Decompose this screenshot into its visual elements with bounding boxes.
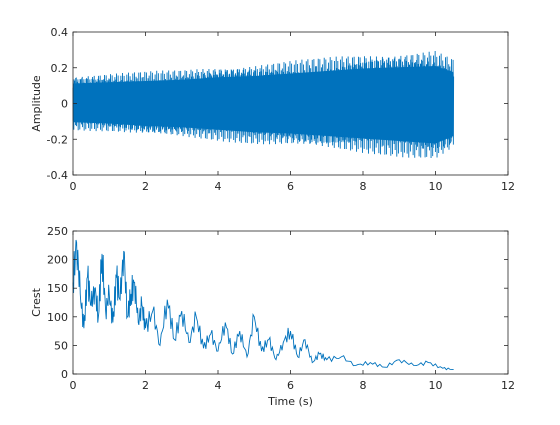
y-tick-label: 50	[54, 339, 68, 352]
y-tick-label: 0.2	[51, 62, 69, 75]
crest-line	[72, 239, 454, 371]
x-tick-label: 0	[70, 379, 77, 392]
amplitude-y-axis-label: Amplitude	[30, 75, 43, 132]
y-tick-label: -0.4	[47, 169, 68, 182]
crest-y-ticks: 0 50 100 150 200 250	[47, 225, 508, 381]
y-tick-label: 150	[47, 282, 68, 295]
x-tick-label: 12	[501, 180, 515, 193]
x-tick-label: 10	[429, 379, 443, 392]
crest-axes-box	[72, 230, 509, 375]
y-tick-label: 200	[47, 254, 68, 267]
x-tick-label: 8	[360, 180, 367, 193]
amplitude-x-ticks: 0 2 4 6 8 10 12	[70, 32, 515, 193]
crest-y-axis-label: Crest	[30, 287, 43, 316]
x-tick-label: 6	[287, 180, 294, 193]
crest-panel: 0 2 4 6 8 10 12 0 50 100 150 200 250 Crest Time (s)	[30, 225, 515, 408]
x-tick-label: 2	[142, 379, 149, 392]
x-tick-label: 6	[287, 379, 294, 392]
amplitude-y-ticks: -0.4 -0.2 0 0.2 0.4	[47, 26, 508, 182]
x-tick-label: 4	[215, 379, 222, 392]
y-tick-label: 0	[61, 368, 68, 381]
x-tick-label: 4	[215, 180, 222, 193]
amplitude-band	[73, 65, 454, 144]
amplitude-series	[72, 51, 455, 159]
y-tick-label: 100	[47, 311, 68, 324]
time-x-axis-label: Time (s)	[267, 395, 313, 408]
x-tick-label: 0	[70, 180, 77, 193]
y-tick-label: 0.4	[51, 26, 69, 39]
crest-series	[72, 239, 454, 371]
y-tick-label: 0	[61, 98, 68, 111]
y-tick-label: 250	[47, 225, 68, 238]
amplitude-panel: 0 2 4 6 8 10 12 -0.4 -0.2 0 0.2 0.4 Amplitude	[30, 26, 515, 193]
x-tick-label: 2	[142, 180, 149, 193]
x-tick-label: 12	[501, 379, 515, 392]
x-tick-label: 8	[360, 379, 367, 392]
crest-x-ticks: 0 2 4 6 8 10 12	[70, 231, 515, 392]
x-tick-label: 10	[429, 180, 443, 193]
y-tick-label: -0.2	[47, 133, 68, 146]
